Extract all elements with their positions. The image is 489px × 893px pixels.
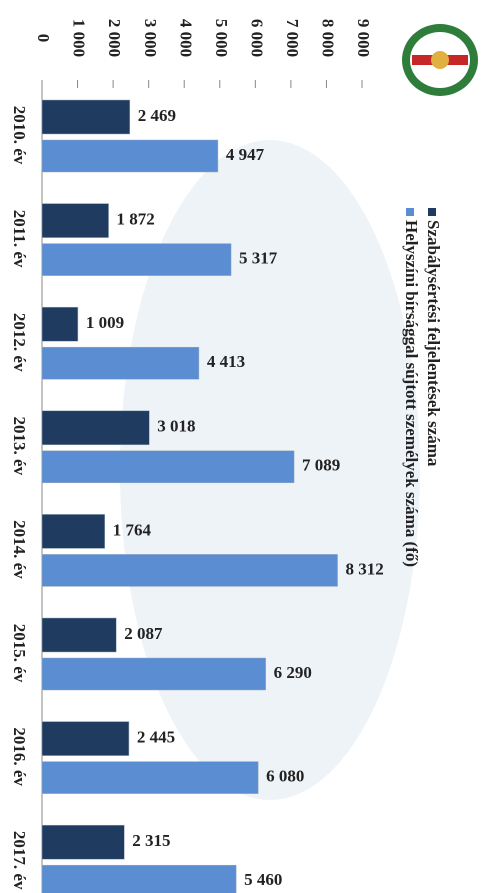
x-tick-label: 9 000 xyxy=(354,19,373,57)
x-tick-label: 3 000 xyxy=(141,19,160,57)
data-label: 6 080 xyxy=(266,767,304,786)
bar xyxy=(41,410,150,446)
data-label: 4 413 xyxy=(207,352,245,371)
category-label: 2016. év xyxy=(10,727,29,786)
bar xyxy=(41,243,232,276)
x-tick-label: 5 000 xyxy=(212,19,231,57)
bar xyxy=(41,514,105,549)
bar xyxy=(41,761,259,794)
data-label: 1 764 xyxy=(113,520,152,539)
legend-label: Szabálysértési feljelentések száma xyxy=(424,220,443,467)
x-tick-label: 4 000 xyxy=(176,19,195,57)
category-label: 2014. év xyxy=(10,520,29,579)
data-label: 1 009 xyxy=(86,313,124,332)
logo xyxy=(402,24,478,96)
bar xyxy=(41,99,131,135)
data-label: 2 445 xyxy=(137,728,175,747)
bar xyxy=(41,450,295,484)
category-label: 2012. év xyxy=(10,313,29,372)
data-label: 6 290 xyxy=(274,663,312,682)
bar xyxy=(41,721,130,756)
data-label: 2 087 xyxy=(124,624,163,643)
bar xyxy=(41,657,266,691)
x-tick-label: 0 xyxy=(34,34,53,43)
category-label: 2011. év xyxy=(10,210,29,268)
data-label: 8 312 xyxy=(346,559,384,578)
x-tick-label: 6 000 xyxy=(247,19,266,57)
legend-label: Helyszíni bírsággal sújtott személyek sz… xyxy=(402,220,421,567)
x-tick-label: 8 000 xyxy=(319,19,338,57)
category-label: 2017. év xyxy=(10,831,29,890)
data-label: 4 947 xyxy=(226,145,265,164)
legend-swatch xyxy=(428,208,436,216)
data-label: 5 317 xyxy=(239,249,278,268)
data-label: 2 315 xyxy=(132,831,170,850)
legend-swatch xyxy=(406,208,414,216)
bar xyxy=(41,203,109,238)
data-label: 2 469 xyxy=(138,106,176,125)
category-label: 2010. év xyxy=(10,106,29,165)
bar xyxy=(41,346,200,380)
data-label: 7 089 xyxy=(302,456,340,475)
x-tick-label: 7 000 xyxy=(283,19,302,57)
bar xyxy=(41,306,79,342)
bar xyxy=(41,824,125,860)
bar xyxy=(41,864,237,893)
category-label: 2015. év xyxy=(10,624,29,683)
data-label: 1 872 xyxy=(117,210,155,229)
bar xyxy=(41,139,219,173)
bar xyxy=(41,554,338,587)
x-tick-label: 1 000 xyxy=(70,19,89,57)
x-tick-label: 2 000 xyxy=(105,19,124,57)
category-label: 2013. év xyxy=(10,417,29,476)
data-label: 5 460 xyxy=(244,870,282,889)
bar xyxy=(41,617,117,653)
data-label: 3 018 xyxy=(157,417,195,436)
